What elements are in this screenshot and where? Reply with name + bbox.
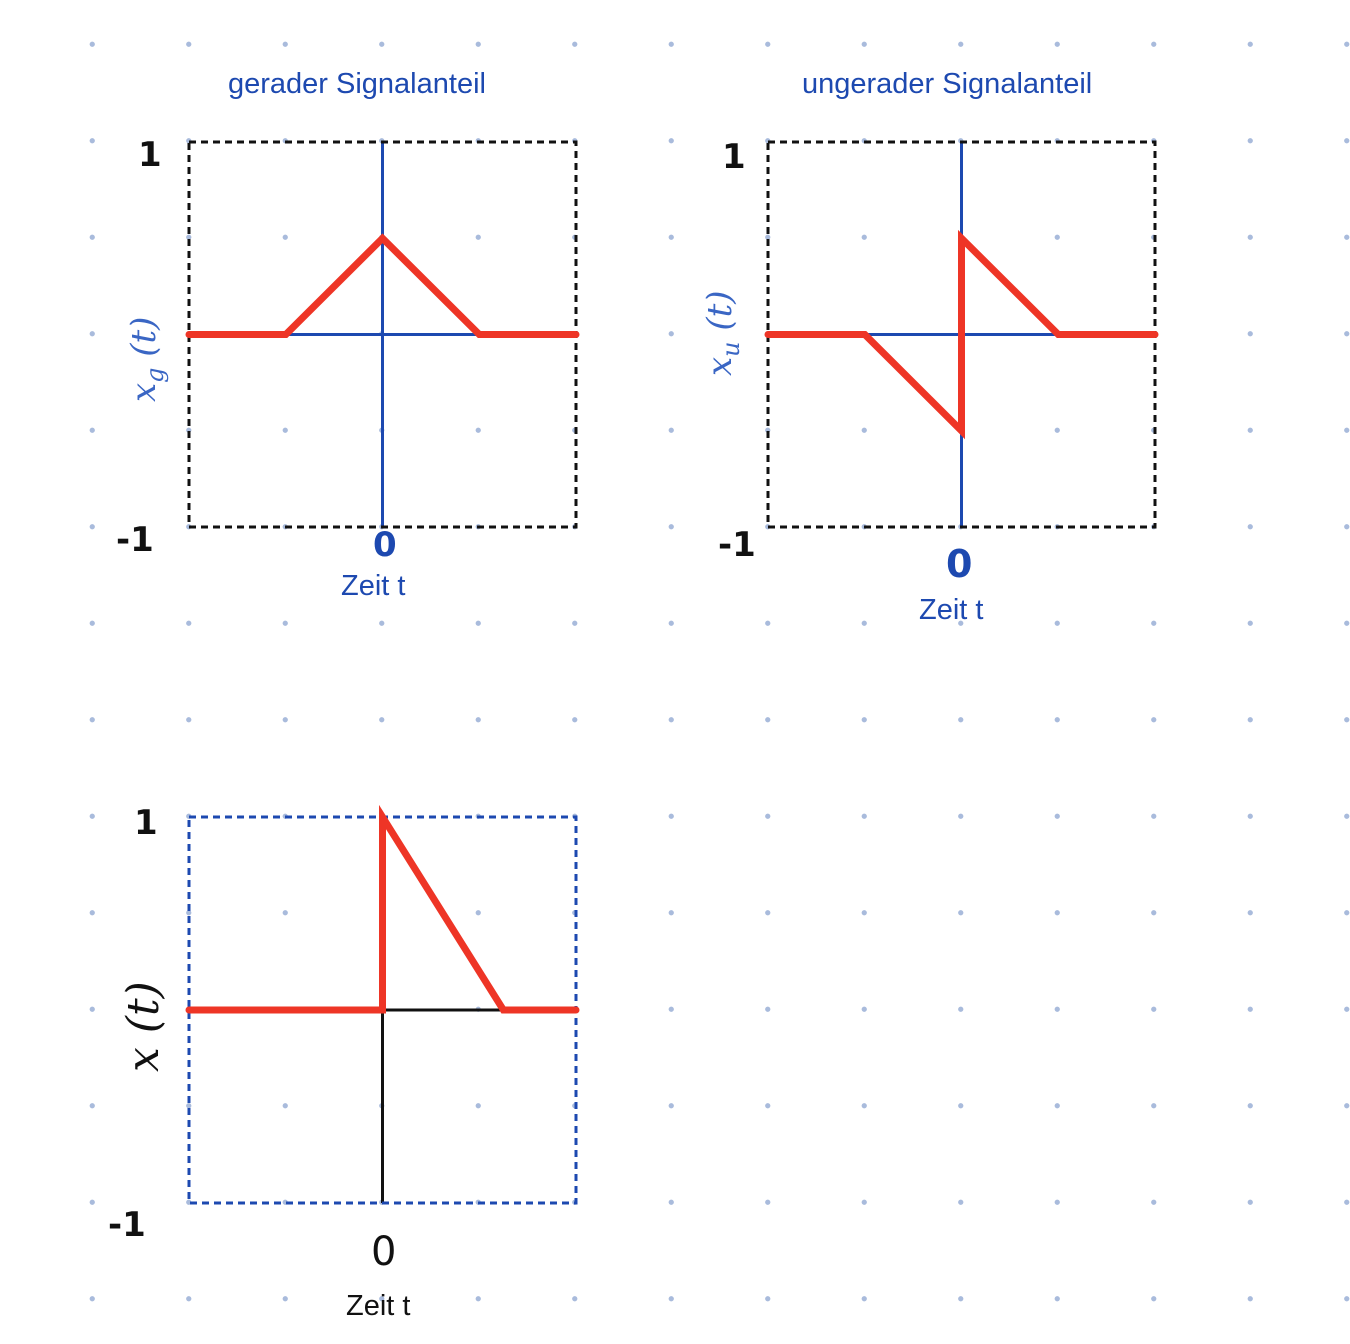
x-axis-label: Zeit t [919, 594, 984, 626]
y-tick-bottom: -1 [108, 1205, 146, 1245]
y-tick-bottom: -1 [116, 520, 154, 560]
y-tick-top: 1 [134, 803, 158, 843]
x-tick-zero: 0 [373, 525, 397, 565]
y-tick-top: 1 [138, 135, 162, 175]
signal-line [185, 804, 580, 1014]
x-tick-zero: 0 [371, 1229, 397, 1275]
y-tick-bottom: -1 [718, 525, 756, 565]
x-tick-zero: 0 [946, 542, 973, 586]
chart-title: gerader Signalanteil [228, 68, 486, 100]
x-axis-label: Zeit t [341, 570, 406, 602]
chart-title: ungerader Signalanteil [802, 68, 1093, 100]
x-axis-label: Zeit t [346, 1290, 411, 1322]
signal-line [185, 233, 580, 338]
signal-line [764, 229, 1159, 440]
y-tick-top: 1 [722, 137, 746, 177]
